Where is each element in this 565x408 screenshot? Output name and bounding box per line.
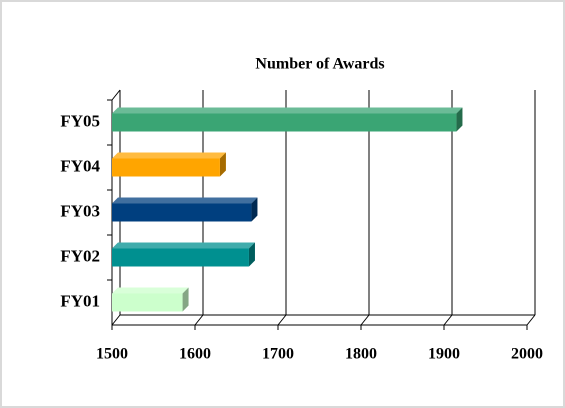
x-tick-label: 1700 — [262, 346, 294, 363]
bar-top — [112, 152, 226, 159]
bar-top — [112, 287, 189, 294]
grid-floor-line — [526, 314, 536, 326]
bar-side — [219, 152, 226, 177]
bar-top-shade — [112, 197, 258, 204]
y-tick-label: FY05 — [60, 111, 100, 130]
bar-top-shade — [112, 287, 189, 294]
bar-group — [112, 152, 226, 177]
bar-group — [112, 287, 189, 312]
x-tick-label: 1500 — [96, 346, 128, 363]
bar-group — [112, 107, 463, 132]
bar-top — [112, 107, 463, 114]
bar-side — [248, 242, 255, 267]
bar-side-shade — [456, 107, 463, 132]
grid-floor-line — [277, 314, 287, 326]
bar-top-shade — [112, 152, 226, 159]
bar-top — [112, 197, 258, 204]
bar — [112, 248, 249, 267]
bar-top-shade — [112, 107, 463, 114]
bar-side — [182, 287, 189, 312]
grid-floor-line — [443, 314, 453, 326]
x-tick-label: 1800 — [345, 346, 377, 363]
bar-top-shade — [112, 242, 255, 249]
bar — [112, 293, 183, 312]
bar-side-shade — [248, 242, 255, 267]
left-wall-top — [111, 89, 121, 101]
bar-side-shade — [219, 152, 226, 177]
bar — [112, 203, 252, 222]
grid-floor-line — [111, 314, 121, 326]
bar-side-shade — [251, 197, 258, 222]
grid-floor-line — [194, 314, 204, 326]
bar — [112, 113, 457, 132]
x-tick-label: 2000 — [511, 346, 543, 363]
x-tick-label: 1600 — [179, 346, 211, 363]
y-tick-label: FY03 — [60, 201, 100, 220]
bar-side-shade — [182, 287, 189, 312]
bar — [112, 158, 220, 177]
bar-group — [112, 197, 258, 222]
chart-title: Number of Awards — [255, 56, 384, 73]
bar-side — [251, 197, 258, 222]
y-tick-label: FY01 — [60, 291, 100, 310]
grid-floor-line — [360, 314, 370, 326]
y-tick-label: FY02 — [60, 246, 100, 265]
y-tick-label: FY04 — [60, 156, 100, 175]
bar-top — [112, 242, 255, 249]
bar-side — [456, 107, 463, 132]
x-tick-label: 1900 — [428, 346, 460, 363]
bar-group — [112, 242, 255, 267]
